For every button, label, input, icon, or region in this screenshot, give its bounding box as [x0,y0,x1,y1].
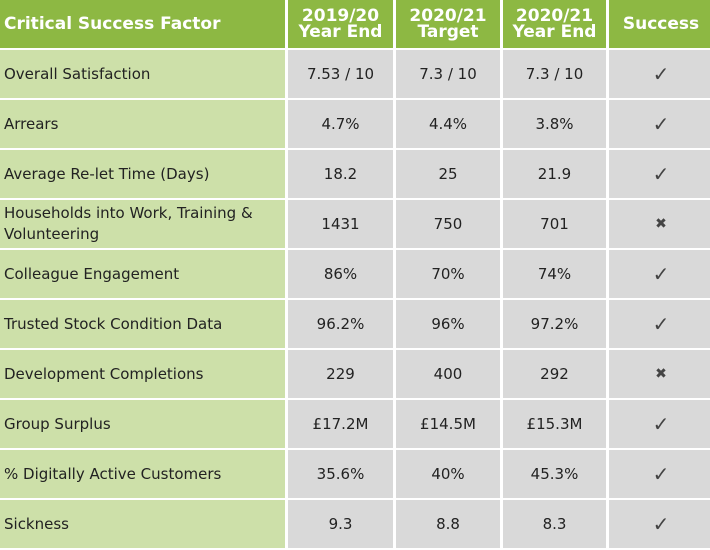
table-row: Average Re-let Time (Days) 18.2 25 21.9 ✓ [0,150,710,198]
cross-icon: ✖ [609,350,710,398]
table-row: Development Completions 229 400 292 ✖ [0,350,710,398]
factor-cell: Sickness [0,500,285,548]
check-icon: ✓ [609,300,710,348]
check-icon: ✓ [609,50,710,98]
table-row: Households into Work, Training & Volunte… [0,200,710,248]
factor-cell: Trusted Stock Condition Data [0,300,285,348]
header-line: 2020/21 [515,6,594,26]
check-icon: ✓ [609,500,710,548]
value-2020-21: 7.3 / 10 [503,50,606,98]
value-2019-20: 35.6% [288,450,393,498]
value-target: 4.4% [396,100,500,148]
table-row: Trusted Stock Condition Data 96.2% 96% 97.2… [0,300,710,348]
check-icon: ✓ [609,450,710,498]
header-2020-21-year-end: 2020/21 Year End [503,0,606,48]
value-target: £14.5M [396,400,500,448]
value-2019-20: 1431 [288,200,393,248]
header-factor: Critical Success Factor [0,0,285,48]
value-target: 40% [396,450,500,498]
value-2020-21: 74% [503,250,606,298]
check-icon: ✓ [609,150,710,198]
header-line: Year End [512,22,597,42]
table-row: Overall Satisfaction 7.53 / 10 7.3 / 10 7.3… [0,50,710,98]
value-target: 70% [396,250,500,298]
check-icon: ✓ [609,400,710,448]
value-target: 96% [396,300,500,348]
value-2020-21: 3.8% [503,100,606,148]
value-2019-20: 86% [288,250,393,298]
header-line: 2020/21 [409,6,487,26]
value-2019-20: £17.2M [288,400,393,448]
cross-icon: ✖ [609,200,710,248]
table-row: Arrears 4.7% 4.4% 3.8% ✓ [0,100,710,148]
value-target: 25 [396,150,500,198]
value-target: 750 [396,200,500,248]
factor-cell: Arrears [0,100,285,148]
value-2020-21: 292 [503,350,606,398]
factor-cell: % Digitally Active Customers [0,450,285,498]
table-row: Sickness 9.3 8.8 8.3 ✓ [0,500,710,548]
header-line: Target [417,22,479,42]
check-icon: ✓ [609,100,710,148]
factor-cell: Average Re-let Time (Days) [0,150,285,198]
value-2020-21: £15.3M [503,400,606,448]
header-2019-20-year-end: 2019/20 Year End [288,0,393,48]
factor-cell: Colleague Engagement [0,250,285,298]
value-2020-21: 8.3 [503,500,606,548]
table-row: % Digitally Active Customers 35.6% 40% 45.3… [0,450,710,498]
value-target: 8.8 [396,500,500,548]
header-line: Year End [298,22,383,42]
value-2020-21: 701 [503,200,606,248]
value-2019-20: 18.2 [288,150,393,198]
value-2020-21: 45.3% [503,450,606,498]
table-row: Group Surplus £17.2M £14.5M £15.3M ✓ [0,400,710,448]
header-success: Success [609,0,710,48]
value-2019-20: 4.7% [288,100,393,148]
value-2020-21: 21.9 [503,150,606,198]
value-target: 7.3 / 10 [396,50,500,98]
value-2019-20: 9.3 [288,500,393,548]
table-row: Colleague Engagement 86% 70% 74% ✓ [0,250,710,298]
value-2020-21: 97.2% [503,300,606,348]
value-2019-20: 229 [288,350,393,398]
value-2019-20: 7.53 / 10 [288,50,393,98]
factor-cell: Overall Satisfaction [0,50,285,98]
factor-cell: Group Surplus [0,400,285,448]
factor-cell: Development Completions [0,350,285,398]
value-2019-20: 96.2% [288,300,393,348]
header-2020-21-target: 2020/21 Target [396,0,500,48]
check-icon: ✓ [609,250,710,298]
value-target: 400 [396,350,500,398]
header-line: 2019/20 [301,6,380,26]
factor-cell: Households into Work, Training & Volunte… [0,200,285,248]
header-row: Critical Success Factor 2019/20 Year End … [0,0,710,48]
